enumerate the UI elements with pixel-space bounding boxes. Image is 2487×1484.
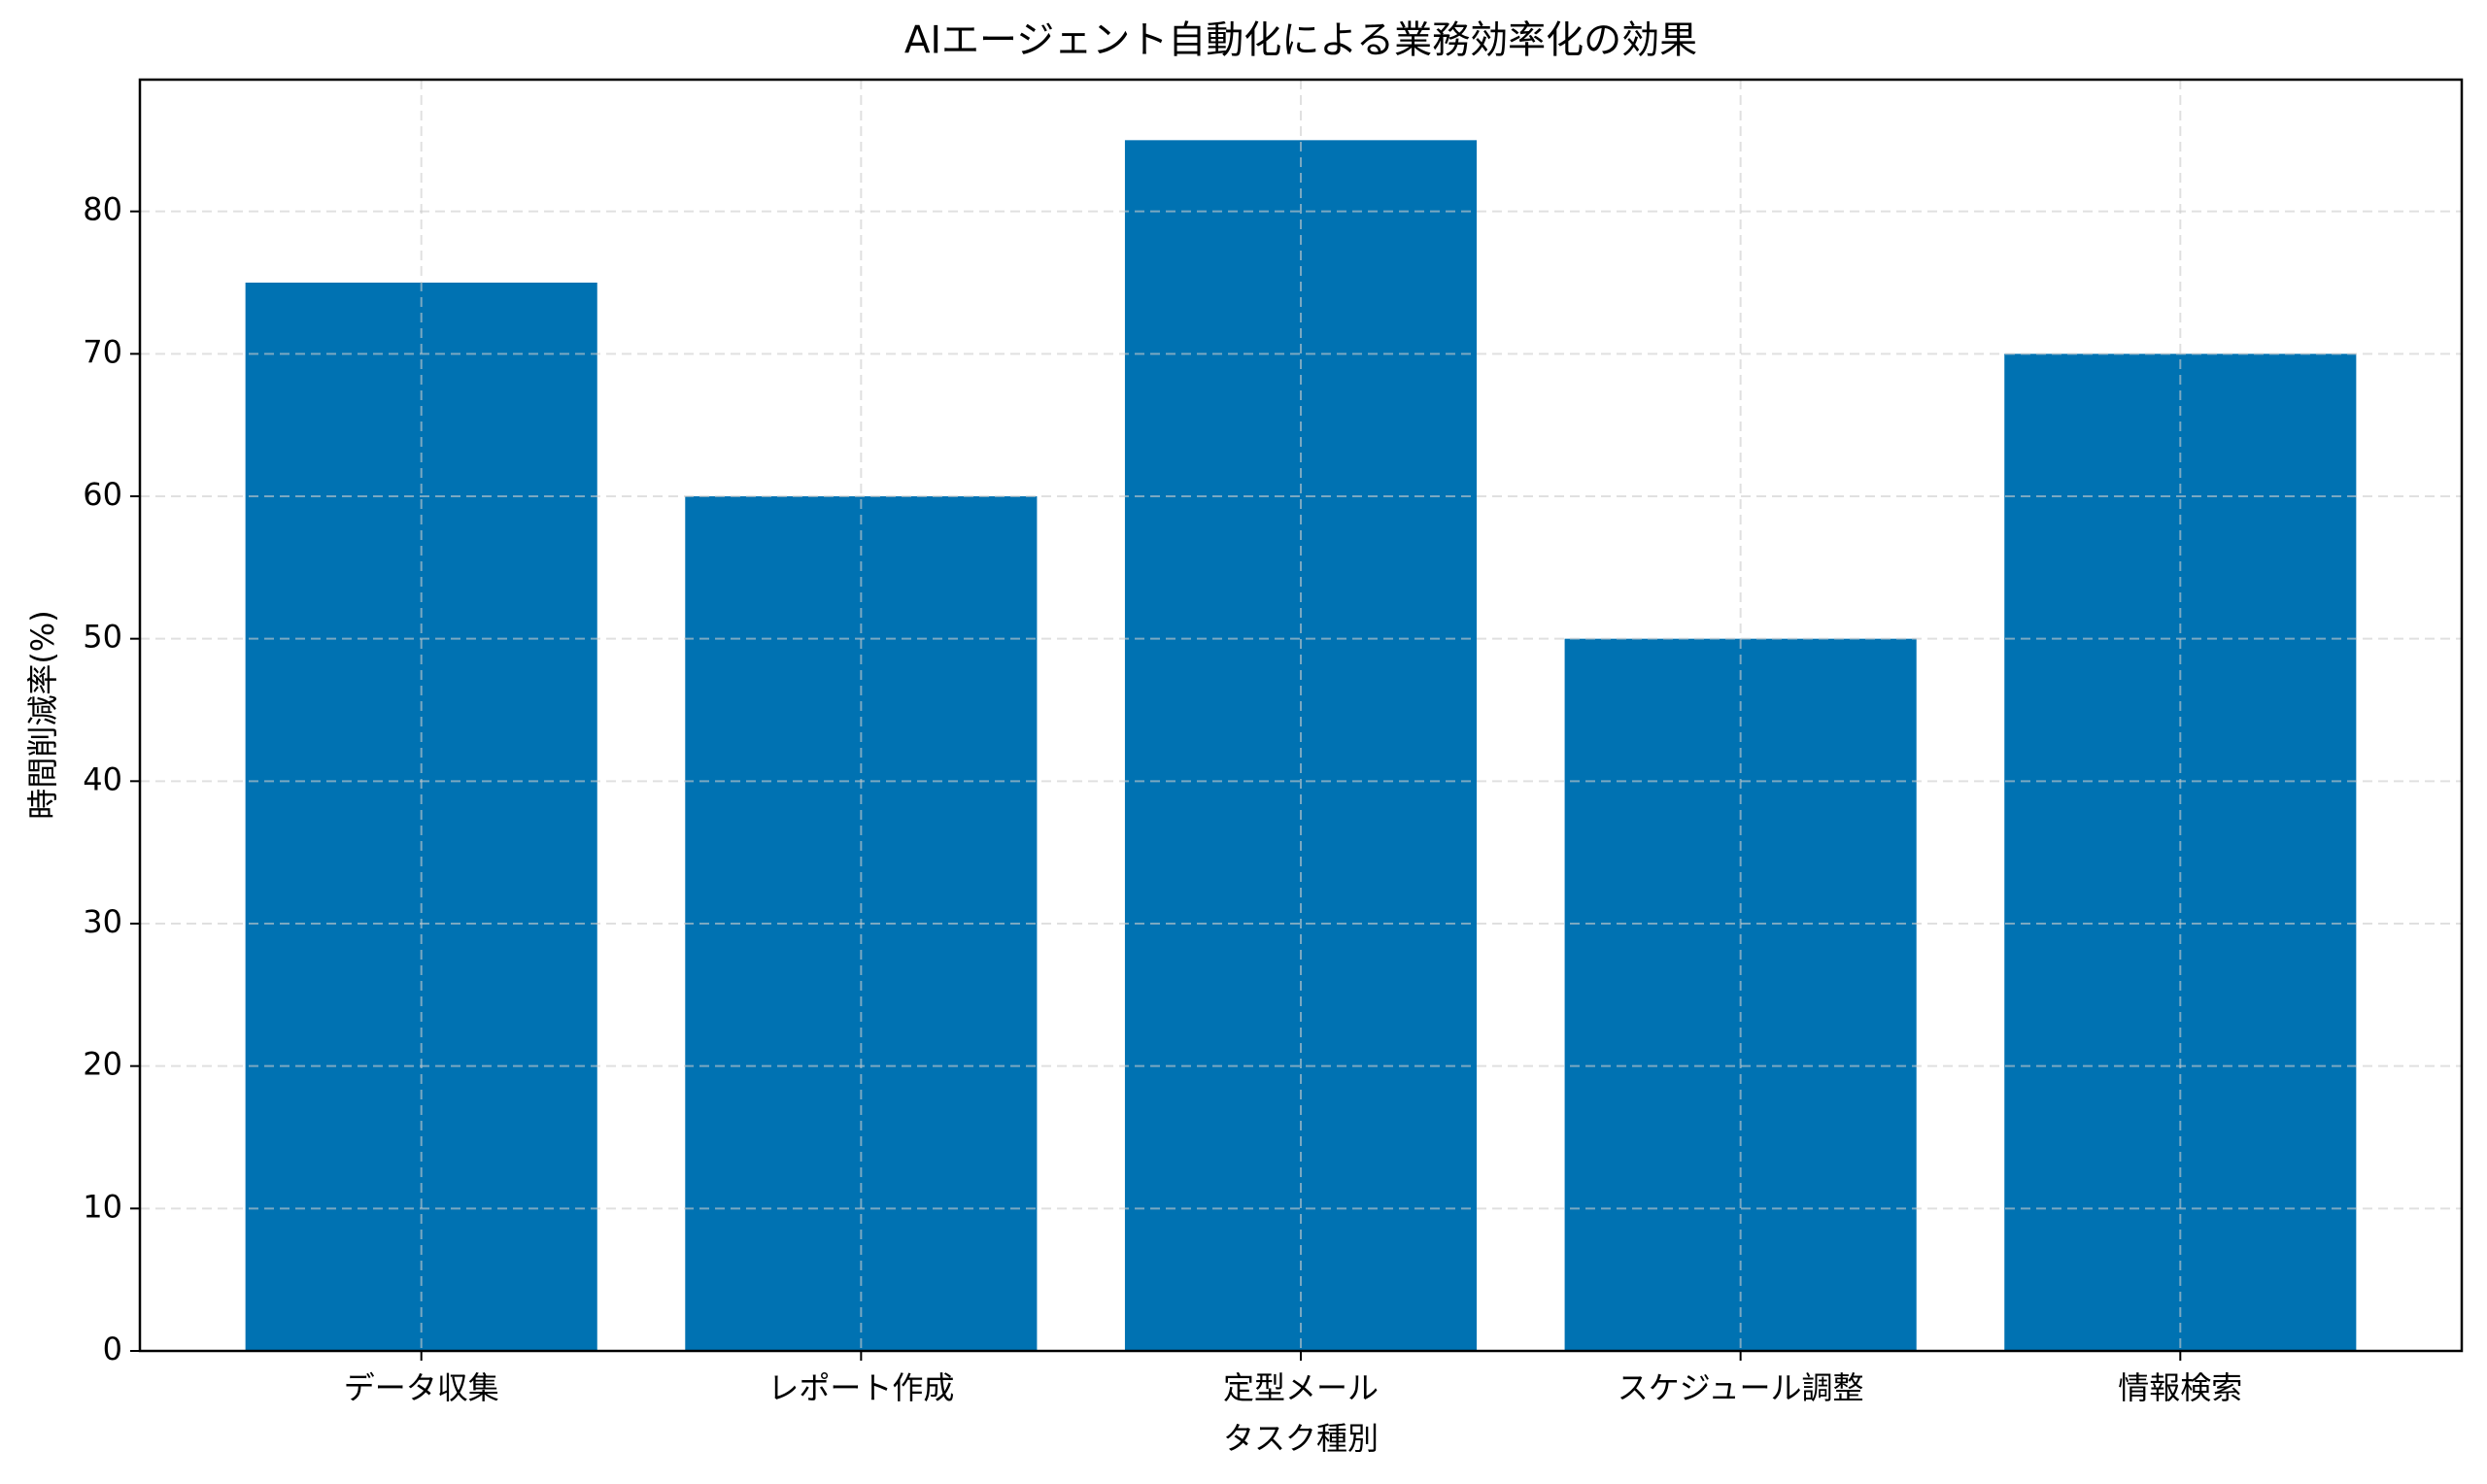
x-axis-label: タスク種別	[1223, 1420, 1379, 1457]
y-tick-label: 30	[83, 903, 122, 940]
y-tick-label: 0	[103, 1331, 122, 1367]
plot-frame	[138, 78, 2464, 1353]
y-tick-label: 80	[83, 191, 122, 228]
x-tick-label: レポート作成	[767, 1369, 954, 1406]
x-tick-label: 情報検索	[2118, 1369, 2242, 1406]
bar	[1564, 638, 1917, 1351]
y-tick-label: 20	[83, 1046, 122, 1083]
chart-title: AIエージェント自動化による業務効率化の効果	[904, 19, 1697, 63]
y-axis-label: 時間削減率(%)	[24, 610, 61, 819]
y-tick-label: 10	[83, 1188, 122, 1225]
y-tick-label: 70	[83, 333, 122, 370]
y-tick-label: 40	[83, 760, 122, 797]
bar	[1124, 140, 1478, 1351]
x-tick-label: 定型メール	[1223, 1369, 1379, 1406]
x-tick-label: スケジュール調整	[1618, 1369, 1864, 1406]
y-tick-label: 50	[83, 619, 122, 656]
x-tick-label: データ収集	[344, 1369, 499, 1406]
y-tick-label: 60	[83, 476, 122, 513]
